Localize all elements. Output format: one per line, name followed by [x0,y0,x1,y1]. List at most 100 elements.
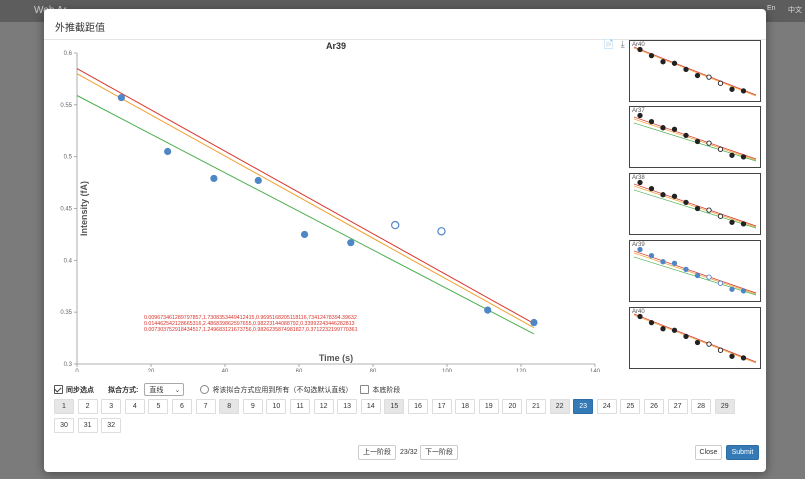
thumb-point-selected [637,313,643,320]
apply-all-checkbox[interactable] [200,385,210,394]
thumb-fit-line [633,185,757,228]
page-button-7[interactable]: 7 [195,399,216,414]
thumb-point-selected [729,286,735,292]
page-button-3[interactable]: 3 [101,399,122,414]
this-stage-toggle[interactable]: 本底阶段 [360,385,400,395]
page-button-28[interactable]: 28 [691,399,712,414]
page-button-26[interactable]: 26 [644,399,664,414]
thumb-point-unselected [717,280,724,286]
page-button-15[interactable]: 15 [384,399,405,414]
page-button-10[interactable]: 10 [266,399,287,414]
page-button-6[interactable]: 6 [172,399,192,414]
thumbnail-plot [633,46,757,97]
thumb-point-selected [729,219,735,225]
thumbnail-plot [633,112,757,162]
lang-zh-button: 中文 [788,7,802,14]
page-button-21[interactable]: 21 [526,399,546,414]
thumbnail-ar39[interactable]: Ar39 [629,240,761,302]
thumb-point-selected [648,319,655,326]
fit-annotation: 0.01446254212866531​6,2.486839862597655,… [144,321,355,327]
thumb-point-selected [683,333,689,340]
page-button-32[interactable]: 32 [101,418,122,433]
download-icon[interactable]: ⤓ [620,39,625,49]
stage-counter: 23/32 [400,449,418,456]
thumb-point-selected [694,72,701,79]
page-button-11[interactable]: 11 [290,399,310,414]
page-button-5[interactable]: 5 [148,399,169,414]
thumb-fit-line [633,46,757,96]
page-button-14[interactable]: 14 [360,399,381,414]
page-button-22[interactable]: 22 [549,399,570,414]
thumb-point-unselected [706,140,712,146]
fit-method-label: 拟合方式: [108,386,139,394]
fit-annotation: 0.0096734612897978​57,1.7308353449412415… [144,315,357,321]
submit-button[interactable]: Submit [726,445,759,460]
y-tick-label: 0.45 [60,207,72,213]
thumb-point-selected [648,118,655,125]
y-tick-label: 0.4 [64,258,73,264]
thumb-point-unselected [706,207,712,213]
page-button-29[interactable]: 29 [714,399,735,414]
y-tick-label: 0.3 [64,362,73,368]
thumb-point-selected [694,272,701,279]
document-icon[interactable]: 📄 [603,39,615,49]
fit-method-select[interactable]: 直线 ⌄ [144,383,185,396]
sync-points-toggle[interactable]: 同步选点 [54,385,94,395]
page-button-24[interactable]: 24 [596,399,617,414]
page-button-23[interactable]: 23 [573,399,594,414]
thumbnail-ar38[interactable]: Ar38 [629,173,761,235]
page-button-1[interactable]: 1 [54,399,74,414]
thumbnail-plot [633,179,757,229]
fit-line-1 [76,68,535,325]
thumbnail-ar40[interactable]: Ar40 [629,307,761,369]
this-stage-checkbox[interactable] [360,385,370,394]
x-tick-label: 40 [222,369,229,372]
page-button-18[interactable]: 18 [455,399,476,414]
thumb-fit-line [633,116,757,160]
thumbnail-label: Ar39 [632,242,645,248]
modal-title: 外推截距值 [55,23,105,34]
thumb-point-selected [671,126,678,132]
fit-method: 拟合方式: 直线 ⌄ [108,383,192,396]
apply-all-toggle[interactable]: 将该拟合方式应用到所有（不勾选默认直线） [200,385,352,395]
page-button-25[interactable]: 25 [620,399,641,414]
page-button-27[interactable]: 27 [667,399,688,414]
thumbnail-label: Ar40 [632,42,645,48]
next-stage-button[interactable]: 下一阶段 [420,445,458,460]
chart-title: Ar39 [326,41,346,51]
thumb-fit-line [633,313,757,363]
page-button-16[interactable]: 16 [408,399,428,414]
y-tick-label: 0.5 [64,155,73,161]
page-button-20[interactable]: 20 [502,399,523,414]
thumbnail-plot [633,246,757,296]
thumb-fit-line [633,314,757,364]
thumb-point-unselected [717,347,724,353]
data-point-selected [484,306,492,314]
thumb-point-selected [740,221,747,227]
page-button-31[interactable]: 31 [77,418,98,433]
fit-controls: 同步选点 拟合方式: 直线 ⌄ 将该拟合方式应用到所有（不勾选默认直线） 本底阶段 [54,383,408,396]
thumb-point-selected [660,326,666,332]
page-button-17[interactable]: 17 [431,399,452,414]
close-button[interactable]: Close [695,445,722,460]
thumb-point-selected [683,199,689,206]
x-tick-label: 0 [75,369,79,372]
sync-checkbox[interactable] [54,385,63,394]
page-button-4[interactable]: 4 [124,399,145,414]
page-button-12[interactable]: 12 [313,399,334,414]
page-button-8[interactable]: 8 [219,399,240,414]
page-button-19[interactable]: 19 [478,399,499,414]
page-button-30[interactable]: 30 [54,418,74,433]
y-tick-label: 0.6 [64,51,73,57]
prev-stage-button[interactable]: 上一阶段 [358,445,396,460]
page-button-13[interactable]: 13 [337,399,358,414]
y-tick-label: 0.35 [60,310,72,316]
page-button-9[interactable]: 9 [242,399,263,414]
fit-line-3 [76,95,535,335]
fit-method-value: 直线 [149,387,164,394]
thumb-point-selected [729,86,735,92]
thumbnail-ar40[interactable]: Ar40 [629,40,761,102]
page-button-2[interactable]: 2 [77,399,98,414]
main-chart[interactable]: 0.3 0.35 0.4 0.45 0.5 0.55 0.6 0 20 40 60 80 100 120 1… [44,37,624,372]
thumbnail-ar37[interactable]: Ar37 [629,106,761,168]
